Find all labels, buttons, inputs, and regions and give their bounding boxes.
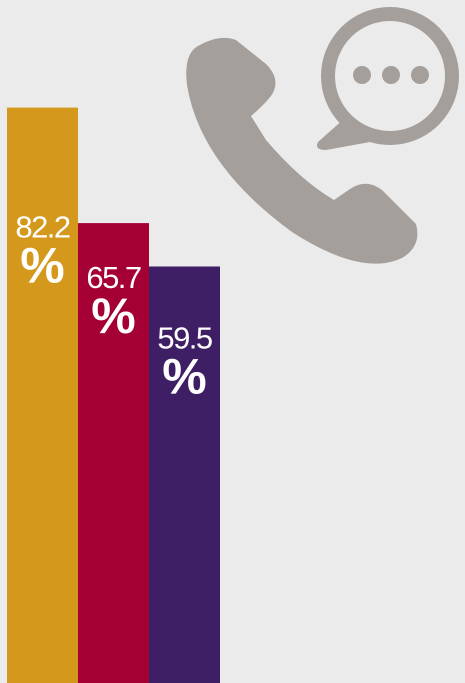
phone-chat-icon: [186, 7, 459, 264]
value-label: 65.7: [86, 260, 141, 295]
bar: [149, 266, 220, 683]
chat-dot: [353, 66, 371, 84]
bar: [7, 107, 78, 683]
unit-label: %: [20, 238, 64, 294]
chat-dot: [411, 66, 429, 84]
unit-label: %: [162, 349, 206, 405]
unit-label: %: [91, 288, 135, 344]
chat-dot: [382, 66, 400, 84]
chat-bubble-tail: [317, 118, 370, 150]
bar: [78, 223, 149, 683]
value-label: 82.2: [15, 210, 70, 245]
chat-bubble: [321, 7, 459, 145]
value-label: 59.5: [157, 321, 212, 356]
phone-handset: [186, 37, 418, 264]
